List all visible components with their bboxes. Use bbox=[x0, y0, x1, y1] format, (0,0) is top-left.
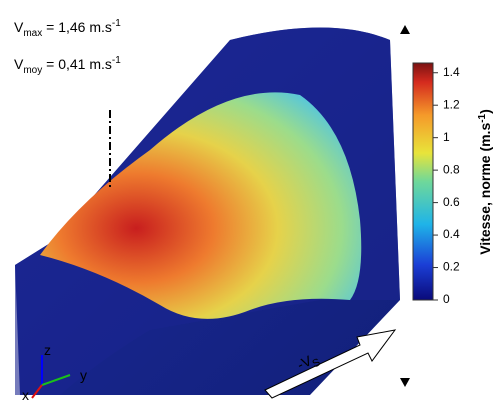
colorbar-tick-label: 0.6 bbox=[443, 195, 460, 209]
annotation-text: = 1,46 m.s bbox=[42, 19, 112, 35]
geometry bbox=[15, 25, 410, 398]
axis-y: y bbox=[80, 367, 87, 383]
colorbar-label: Vitesse, norme (m.s-1) bbox=[477, 109, 493, 255]
colorbar-tick-label: 0.8 bbox=[443, 162, 460, 176]
colorbar-tick-label: 0 bbox=[443, 292, 450, 306]
annotation: Vmoy = 0,41 m.s-1 bbox=[14, 55, 121, 76]
axis-z: z bbox=[44, 342, 51, 358]
colorbar-tick-label: 1.4 bbox=[443, 65, 460, 79]
annotation-superscript: -1 bbox=[112, 55, 121, 66]
colorbar bbox=[413, 63, 433, 300]
colorbar-label-end: ) bbox=[477, 109, 493, 114]
colorbar-label-text: Vitesse, norme (m.s bbox=[477, 123, 493, 255]
figure: z y x -VS Vmax = 1,46 m.s-1Vmoy = 0,41 m… bbox=[0, 0, 499, 403]
annotation-subscript: moy bbox=[23, 65, 42, 76]
colorbar-tick-label: 0.2 bbox=[443, 260, 460, 274]
colorbar-ticks: 0 0.2 0.4 0.6 0.8 1 1.2 1.4 bbox=[433, 65, 460, 306]
annotation-superscript: -1 bbox=[112, 18, 121, 29]
annotation: Vmax = 1,46 m.s-1 bbox=[14, 18, 121, 39]
annotations: Vmax = 1,46 m.s-1 Vmoy = 0,41 m.s-1 bbox=[14, 18, 121, 76]
colorbar-tick-label: 1 bbox=[443, 130, 450, 144]
annotation-text: = 0,41 m.s bbox=[42, 56, 112, 72]
colorbar-tick-label: 0.4 bbox=[443, 227, 460, 241]
colorbar-tick-label: 1.2 bbox=[443, 97, 460, 111]
axis-x: x bbox=[22, 387, 29, 403]
annotation-subscript: max bbox=[23, 28, 42, 39]
